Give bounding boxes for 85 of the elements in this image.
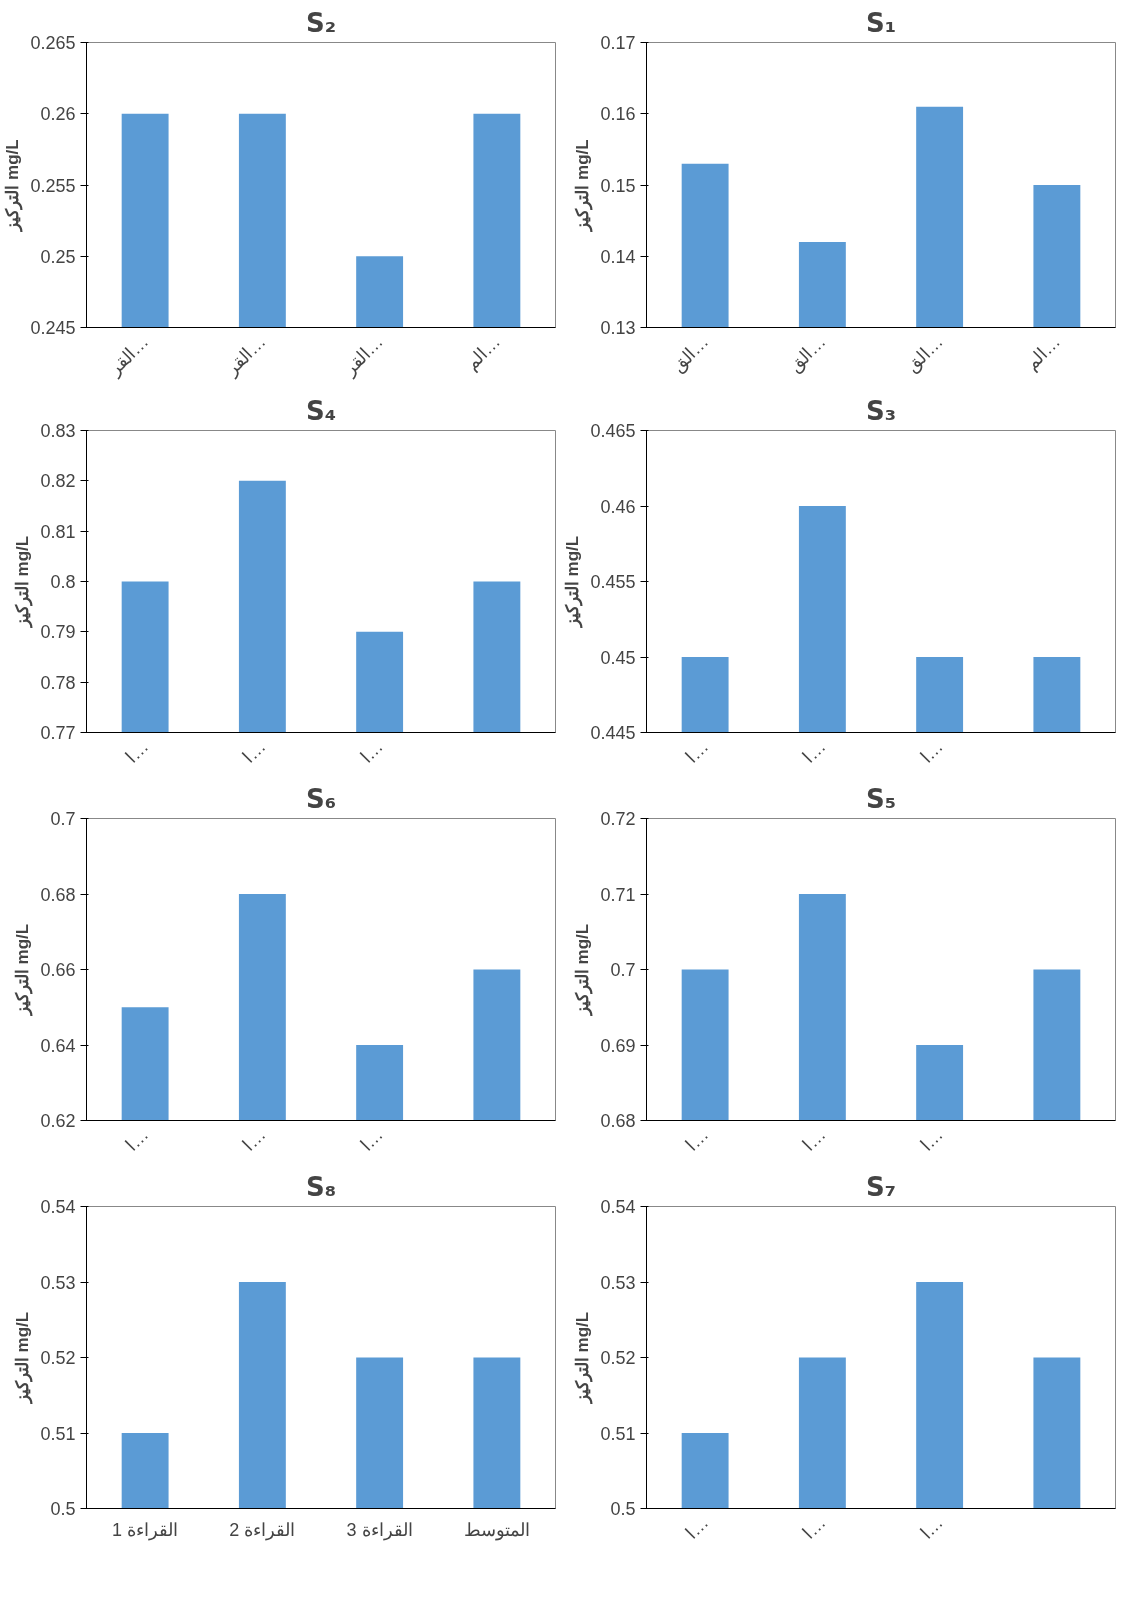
x-tick-label: الم… <box>1021 331 1065 375</box>
y-tick-label: 0.53 <box>600 1272 636 1293</box>
y-tick-label: 0.71 <box>600 884 636 905</box>
chart-title: S₆ <box>305 783 337 814</box>
y-tick-label: 0.26 <box>40 104 76 125</box>
y-axis-title: التركيز mg/L <box>573 923 594 1018</box>
y-tick-label: 0.14 <box>600 246 636 267</box>
y-tick-label: 0.46 <box>600 496 636 517</box>
x-tick-label: القراءة 1 <box>112 1519 179 1541</box>
y-tick-label: 0.68 <box>40 884 76 905</box>
chart-title: S₁ <box>865 7 897 38</box>
chart-title: S₂ <box>305 7 337 38</box>
y-tick-label: 0.78 <box>40 672 76 693</box>
chart-title: S₈ <box>305 1171 337 1202</box>
y-tick-label: 0.64 <box>40 1035 76 1056</box>
y-tick-label: 0.52 <box>600 1348 636 1368</box>
y-tick-label: 0.54 <box>600 1197 636 1217</box>
y-tick-label: 0.7 <box>50 809 76 829</box>
y-tick-label: 0.255 <box>30 175 76 196</box>
y-tick-label: 0.5 <box>610 1499 636 1519</box>
chart-title: S₄ <box>305 395 337 426</box>
x-tick-label: ا… <box>681 1124 713 1155</box>
y-tick-label: 0.25 <box>40 246 76 267</box>
y-tick-label: 0.79 <box>40 622 76 643</box>
x-tick-label: المتوسط <box>463 1519 530 1541</box>
y-tick-label: 0.45 <box>600 647 636 668</box>
x-tick-label: الق… <box>667 331 713 377</box>
y-tick-label: 0.52 <box>40 1348 76 1368</box>
y-tick-label: 0.72 <box>600 809 636 829</box>
y-tick-label: 0.13 <box>600 318 636 338</box>
x-tick-label: القر… <box>338 331 388 381</box>
y-tick-label: 0.77 <box>40 723 76 743</box>
y-axis-title: التركيز mg/L <box>563 535 584 630</box>
y-axis-title: التركيز mg/L <box>3 139 24 233</box>
x-tick-label: ا… <box>356 1124 387 1155</box>
y-tick-label: 0.17 <box>600 33 636 53</box>
chart-title: S₅ <box>865 783 897 814</box>
y-tick-label: 0.15 <box>600 175 636 196</box>
x-tick-label: ا… <box>681 1512 713 1543</box>
x-tick-label: ا… <box>239 736 270 767</box>
chart-title: S₇ <box>865 1171 897 1202</box>
x-tick-label: القر… <box>104 331 153 381</box>
x-tick-label: القراءة 2 <box>229 1519 296 1541</box>
chart-title: S₃ <box>865 395 897 426</box>
x-tick-label: القر… <box>221 331 271 381</box>
y-tick-label: 0.7 <box>610 960 636 980</box>
x-tick-label: ا… <box>799 736 830 767</box>
y-tick-label: 0.68 <box>600 1111 636 1131</box>
y-tick-label: 0.69 <box>600 1035 636 1056</box>
x-tick-label: الق… <box>902 331 948 377</box>
y-tick-label: 0.5 <box>50 1499 76 1519</box>
y-tick-label: 0.51 <box>40 1423 76 1444</box>
x-tick-label: ا… <box>239 1124 270 1155</box>
y-tick-label: 0.51 <box>600 1423 636 1444</box>
x-tick-label: ا… <box>356 736 387 767</box>
y-tick-label: 0.54 <box>40 1197 76 1217</box>
y-tick-label: 0.245 <box>30 318 76 338</box>
y-axis-title: التركيز mg/L <box>13 923 34 1018</box>
y-axis-title: التركيز mg/L <box>573 139 594 233</box>
x-tick-label: ا… <box>121 1124 153 1155</box>
y-axis-title: التركيز mg/L <box>573 1311 594 1406</box>
y-tick-label: 0.8 <box>50 572 76 592</box>
x-tick-label: ا… <box>916 736 947 767</box>
y-axis-title: التركيز mg/L <box>13 535 34 630</box>
x-tick-label: الق… <box>784 331 831 377</box>
x-tick-label: ا… <box>799 1124 830 1155</box>
y-tick-label: 0.81 <box>40 521 76 542</box>
x-tick-label: ا… <box>681 736 713 767</box>
x-tick-label: ا… <box>121 736 153 767</box>
y-tick-label: 0.455 <box>590 572 636 592</box>
y-tick-label: 0.465 <box>590 421 636 441</box>
y-tick-label: 0.83 <box>40 421 76 441</box>
x-tick-label: الم… <box>461 331 505 375</box>
x-tick-label: ا… <box>916 1124 947 1155</box>
y-tick-label: 0.53 <box>40 1272 76 1293</box>
x-tick-label: ا… <box>799 1512 830 1543</box>
y-tick-label: 0.445 <box>590 723 636 743</box>
y-tick-label: 0.62 <box>40 1111 76 1131</box>
x-tick-label: ا… <box>916 1512 947 1543</box>
y-tick-label: 0.265 <box>30 33 76 53</box>
y-tick-label: 0.66 <box>40 960 76 980</box>
x-tick-label: القراءة 3 <box>346 1519 413 1541</box>
y-tick-label: 0.82 <box>40 471 76 492</box>
y-tick-label: 0.16 <box>600 104 636 125</box>
y-axis-title: التركيز mg/L <box>13 1311 34 1406</box>
